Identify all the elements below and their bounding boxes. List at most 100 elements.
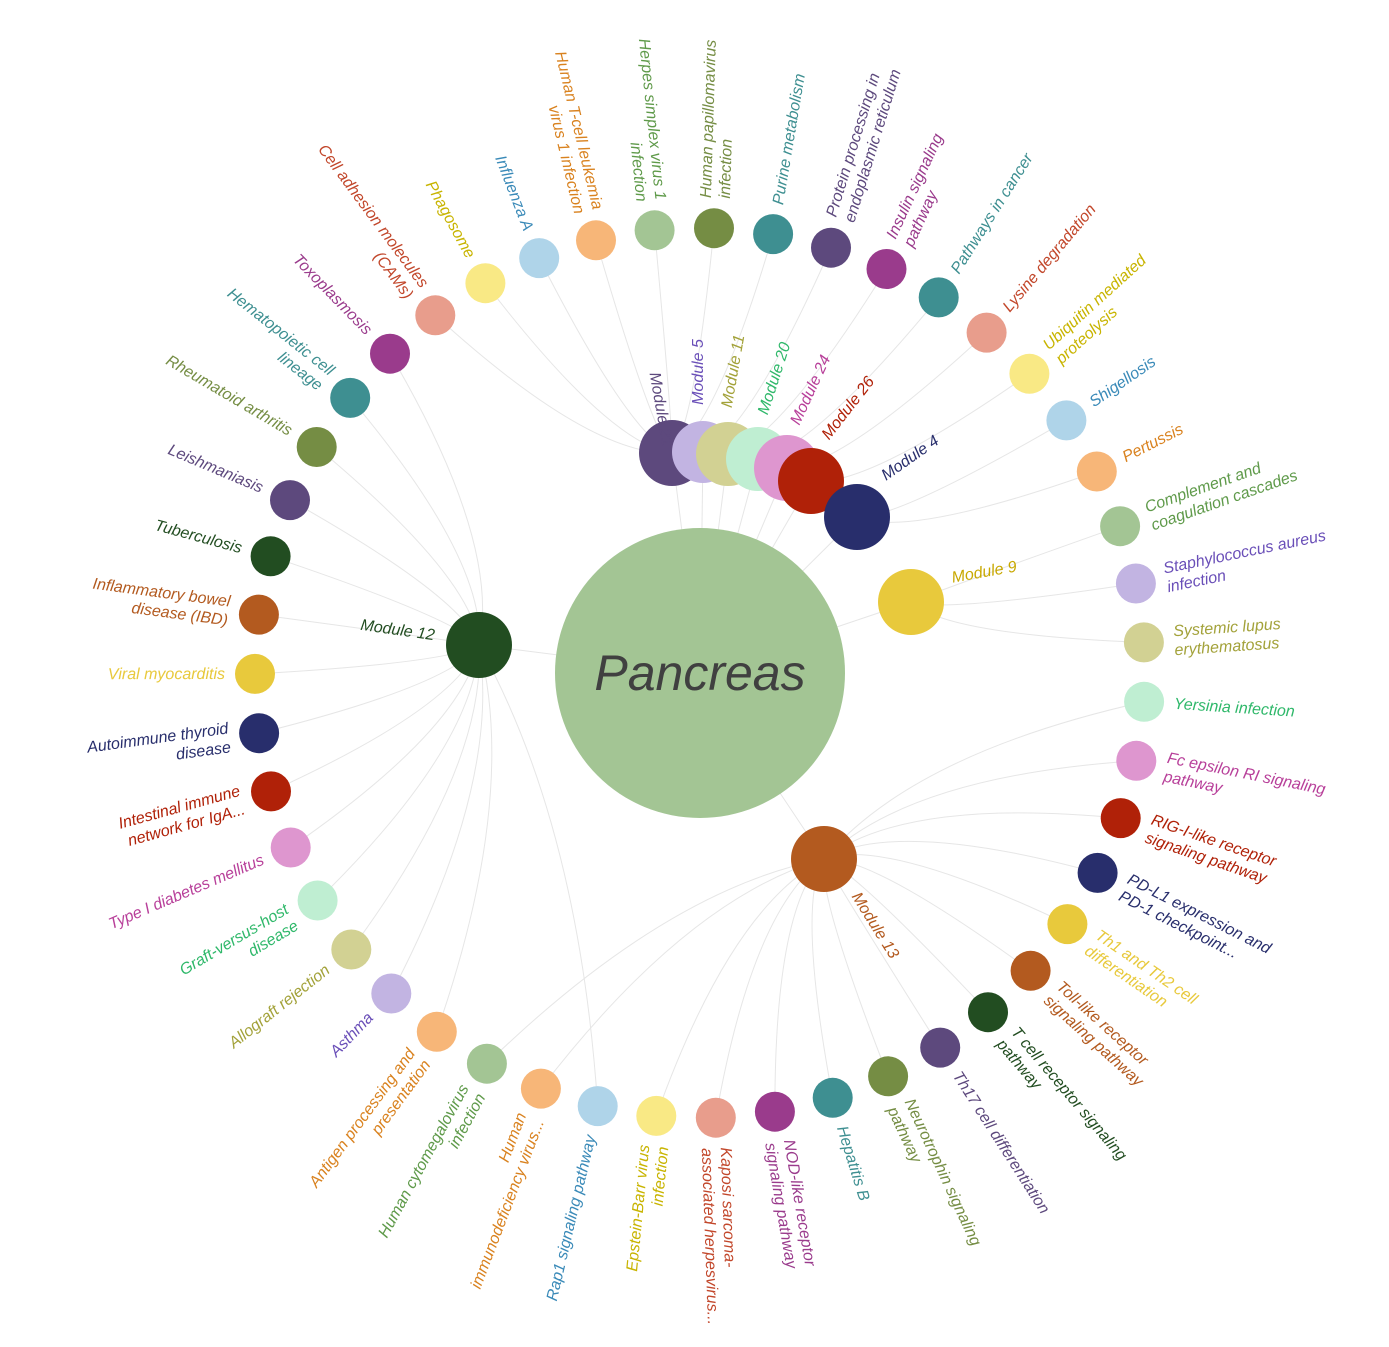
pathway-node[interactable]	[1076, 451, 1117, 492]
pathway-node[interactable]	[250, 536, 291, 577]
module-node[interactable]	[824, 484, 890, 550]
module-node[interactable]	[791, 826, 857, 892]
pathway-node-group: Herpes simplex virus 1infection	[626, 38, 675, 251]
pathway-node[interactable]	[251, 771, 291, 812]
module-node-group: Module 12	[359, 612, 512, 678]
pathway-node[interactable]	[1077, 852, 1118, 893]
module-node[interactable]	[778, 448, 844, 514]
pathway-node[interactable]	[577, 1086, 618, 1127]
pathway-node[interactable]	[811, 227, 851, 268]
pathway-node-group: Purine metabolism	[753, 72, 809, 255]
network-edge	[485, 282, 673, 454]
pathway-node[interactable]	[370, 333, 410, 374]
pathway-label-line: Hepatitis B	[833, 1124, 872, 1203]
pathway-node[interactable]	[235, 653, 275, 694]
pathway-node[interactable]	[1009, 353, 1050, 394]
pathway-node[interactable]	[1010, 950, 1051, 991]
pathway-label: Human papillomavirusinfection	[698, 39, 739, 198]
pathway-node[interactable]	[695, 1097, 736, 1138]
pathway-node[interactable]	[1115, 563, 1156, 604]
pathway-node[interactable]	[1100, 798, 1141, 839]
pathway-label: Inflammatory boweldisease (IBD)	[89, 576, 232, 630]
pathway-node[interactable]	[866, 249, 907, 289]
pathway-node-group: Kaposi sarcoma-associated herpesvirus...	[695, 1097, 738, 1325]
pathway-label: Protein processing inendoplasmic reticul…	[824, 62, 905, 225]
pathway-node[interactable]	[868, 1056, 909, 1097]
pathway-node[interactable]	[1047, 904, 1088, 945]
network-edge	[823, 812, 1121, 860]
module-node[interactable]	[446, 612, 512, 678]
network-edge	[910, 601, 1144, 643]
pathway-node[interactable]	[636, 1095, 677, 1136]
pathway-label: Ubiquitin mediatedproteolysis	[1039, 251, 1163, 368]
pathway-node-group: Tuberculosis	[153, 517, 291, 577]
pathway-node[interactable]	[754, 1091, 795, 1132]
pathway-node[interactable]	[920, 1027, 961, 1068]
pathway-node-group: Systemic lupuserythematosus	[1123, 616, 1283, 663]
pathway-label: Rheumatoid arthritis	[163, 352, 295, 439]
network-edge	[910, 583, 1136, 606]
module-node[interactable]	[878, 569, 944, 635]
pathway-node[interactable]	[1124, 681, 1165, 722]
pathway-node[interactable]	[371, 973, 412, 1014]
pathway-node[interactable]	[296, 427, 337, 467]
pathway-label: Yersinia infection	[1173, 696, 1295, 721]
pathway-node[interactable]	[331, 929, 372, 970]
pathway-node[interactable]	[239, 713, 280, 754]
pathway-node[interactable]	[966, 312, 1007, 353]
pathway-node-group: Rap1 signaling pathway	[544, 1086, 618, 1303]
pathway-label: Staphylococcus aureusinfection	[1162, 528, 1331, 597]
network-edge	[757, 297, 940, 460]
pathway-label: Th17 cell differentiation	[949, 1069, 1053, 1217]
network-edge	[436, 644, 493, 1032]
pathway-node[interactable]	[270, 480, 310, 521]
network-edge	[270, 644, 480, 792]
pathway-node[interactable]	[465, 263, 506, 304]
pathway-node[interactable]	[1116, 740, 1157, 781]
pathway-node[interactable]	[753, 214, 794, 255]
pathway-label: Phagosome	[422, 178, 478, 261]
pathway-node[interactable]	[694, 208, 734, 249]
pathway-node[interactable]	[466, 1043, 507, 1084]
pathway-node[interactable]	[416, 1011, 457, 1052]
pathway-node[interactable]	[634, 210, 675, 251]
pathway-label-line: Staphylococcus aureus	[1162, 528, 1327, 578]
pathway-node-group: Phagosome	[422, 178, 506, 304]
network-edge	[254, 644, 480, 675]
pathway-node-group: Yersinia infection	[1124, 681, 1295, 722]
pathway-label-line: Rap1 signaling pathway	[544, 1132, 600, 1302]
pathway-node[interactable]	[1100, 506, 1141, 547]
pathway-node[interactable]	[968, 992, 1008, 1033]
pathway-label: RIG-I-like receptorsignaling pathway	[1143, 812, 1279, 889]
pathway-label-line: Kaposi sarcoma-	[717, 1147, 738, 1268]
pathway-node[interactable]	[812, 1077, 853, 1118]
pathway-label: Pertussis	[1120, 421, 1186, 466]
module-label: Module 12	[359, 617, 435, 644]
pathway-node[interactable]	[519, 238, 560, 279]
pathway-node[interactable]	[520, 1068, 561, 1109]
network-edge	[822, 858, 889, 1077]
pathway-label: Type I diabetes mellitus	[106, 852, 266, 933]
pathway-node[interactable]	[297, 880, 338, 921]
pathway-node[interactable]	[918, 277, 959, 318]
pathway-node[interactable]	[330, 377, 371, 418]
module-label: Module 5	[690, 339, 707, 405]
pathway-label: Rap1 signaling pathway	[544, 1132, 600, 1302]
network-edge	[811, 858, 834, 1098]
pathway-label-line: infection	[626, 141, 649, 202]
network-edge	[727, 268, 887, 455]
pathway-label: Systemic lupuserythematosus	[1173, 616, 1283, 659]
pathway-node[interactable]	[415, 295, 456, 336]
pathway-node[interactable]	[1123, 622, 1164, 663]
pathway-label-line: infection	[650, 1146, 673, 1207]
pathway-label: Allograft rejection	[225, 962, 333, 1053]
pathway-label: Purine metabolism	[770, 72, 809, 205]
pathway-node[interactable]	[1046, 400, 1087, 441]
pathway-node[interactable]	[270, 827, 311, 868]
pathway-label: Complement andcoagulation cascades	[1143, 449, 1300, 534]
center-node[interactable]	[555, 528, 845, 818]
pathway-label: Toxoplasmosis	[289, 251, 375, 338]
pathway-node[interactable]	[238, 594, 279, 635]
pathway-node[interactable]	[576, 220, 616, 261]
pathway-label: Fc epsilon RI signalingpathway	[1161, 750, 1327, 817]
